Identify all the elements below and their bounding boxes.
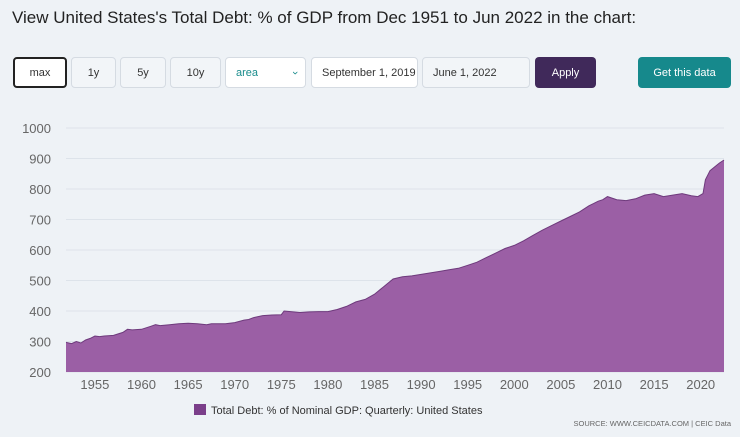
y-axis-ticks: 200 300 400 500 600 700 800 900 1000 (22, 121, 51, 380)
start-date-input[interactable]: September 1, 2019 (311, 57, 418, 88)
y-tick-label: 400 (29, 304, 51, 319)
y-tick-label: 800 (29, 182, 51, 197)
page-title: View United States's Total Debt: % of GD… (12, 8, 637, 27)
apply-button[interactable]: Apply (535, 57, 596, 88)
chart-type-value: area (236, 66, 259, 79)
x-tick-label: 1955 (80, 377, 109, 392)
x-tick-label: 1980 (313, 377, 342, 392)
x-tick-label: 1975 (267, 377, 296, 392)
x-tick-label: 1965 (174, 377, 203, 392)
range-max-button[interactable]: max (13, 57, 67, 88)
source-credit: SOURCE: WWW.CEICDATA.COM | CEIC Data (573, 419, 731, 428)
y-tick-label: 500 (29, 274, 51, 289)
series-area (66, 160, 724, 372)
x-tick-label: 1970 (220, 377, 249, 392)
range-5y-button[interactable]: 5y (120, 57, 166, 88)
y-tick-label: 900 (29, 152, 51, 167)
x-tick-label: 2020 (686, 377, 715, 392)
x-tick-label: 2015 (640, 377, 669, 392)
x-tick-label: 1990 (407, 377, 436, 392)
range-1y-button[interactable]: 1y (71, 57, 116, 88)
legend-label: Total Debt: % of Nominal GDP: Quarterly:… (211, 405, 483, 417)
series-line (65, 159, 725, 345)
x-axis-ticks: 1955 1960 1965 1970 1975 1980 1985 1990 1995 2000… (80, 377, 715, 392)
x-tick-label: 2005 (546, 377, 575, 392)
y-tick-label: 300 (29, 335, 51, 350)
x-tick-label: 1995 (453, 377, 482, 392)
x-tick-label: 1960 (127, 377, 156, 392)
end-date-input[interactable]: June 1, 2022 (422, 57, 530, 88)
y-tick-label: 600 (29, 243, 51, 258)
legend-swatch (194, 404, 206, 415)
range-10y-button[interactable]: 10y (170, 57, 221, 88)
y-tick-label: 700 (29, 213, 51, 228)
y-tick-label: 200 (29, 365, 51, 380)
y-tick-label: 1000 (22, 121, 51, 136)
x-tick-label: 2000 (500, 377, 529, 392)
chart-type-select[interactable]: area › (225, 57, 306, 88)
x-tick-label: 1985 (360, 377, 389, 392)
get-data-button[interactable]: Get this data (638, 57, 731, 88)
x-tick-label: 2010 (593, 377, 622, 392)
